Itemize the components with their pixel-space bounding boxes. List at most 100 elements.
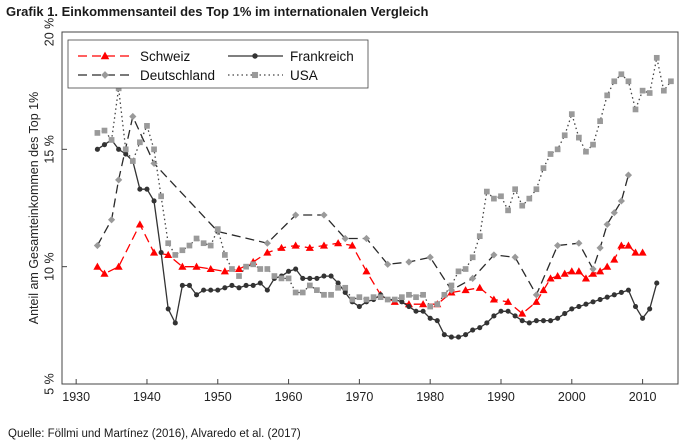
point-usa-1963: [306, 282, 313, 289]
point-frankreich-1946: [186, 282, 192, 288]
point-frankreich-1985: [463, 332, 469, 338]
point-schweiz-2010: [638, 248, 647, 256]
point-usa-1962: [299, 289, 306, 296]
point-frankreich-1996: [540, 318, 547, 324]
point-schweiz-2003: [588, 269, 598, 277]
point-frankreich-1991: [505, 308, 511, 314]
point-usa-2013: [660, 87, 667, 94]
point-frankreich-1977: [406, 304, 412, 310]
point-deutschland-1968: [341, 234, 349, 243]
point-usa-1996: [540, 165, 547, 171]
point-frankreich-2009: [632, 304, 639, 310]
point-frankreich-1990: [498, 308, 504, 314]
point-usa-1972: [370, 294, 377, 301]
point-usa-1934: [101, 127, 108, 134]
point-usa-2000: [568, 111, 575, 117]
legend-marker-deutschland: [101, 71, 109, 79]
point-frankreich-1933: [94, 146, 100, 152]
point-usa-1939: [137, 139, 143, 146]
point-schweiz-1949: [206, 264, 215, 273]
point-frankreich-1976: [399, 299, 405, 305]
point-usa-1935: [108, 137, 115, 143]
point-frankreich-1983: [448, 334, 454, 340]
point-deutschland-1935: [107, 216, 116, 224]
point-frankreich-1968: [342, 289, 348, 296]
point-frankreich-1937: [123, 151, 129, 157]
point-deutschland-2003: [589, 265, 597, 273]
chart-title: Grafik 1. Einkommensanteil des Top 1% im…: [6, 4, 429, 19]
point-usa-1987: [476, 233, 483, 240]
point-usa-1997: [547, 151, 554, 157]
point-frankreich-1993: [519, 318, 525, 324]
point-frankreich-1945: [179, 282, 185, 288]
point-schweiz-1971: [362, 267, 371, 275]
x-tick-label-1930: 1930: [62, 390, 90, 404]
series-line-schweiz: [96, 222, 643, 315]
source-note: Quelle: Föllmi und Martínez (2016), Alva…: [8, 428, 301, 440]
point-schweiz-1963: [305, 243, 314, 251]
point-frankreich-2010: [640, 315, 646, 321]
point-usa-1993: [519, 202, 526, 209]
point-usa-1986: [469, 254, 476, 261]
point-usa-1967: [335, 284, 341, 291]
point-schweiz-2004: [596, 267, 605, 275]
point-frankreich-2001: [576, 304, 582, 310]
point-frankreich-1982: [441, 332, 447, 338]
point-usa-1984: [455, 268, 462, 275]
point-schweiz-1936: [114, 262, 123, 270]
point-usa-1969: [349, 296, 356, 303]
point-usa-1944: [172, 252, 179, 258]
point-usa-1964: [314, 287, 320, 293]
x-tick-label-1940: 1940: [133, 390, 161, 404]
point-usa-1957: [264, 266, 271, 272]
point-frankreich-1979: [420, 308, 426, 314]
point-usa-1949: [207, 242, 214, 249]
point-usa-1945: [179, 247, 186, 254]
point-usa-1953: [236, 273, 242, 279]
point-frankreich-1988: [484, 320, 490, 326]
point-usa-1976: [399, 294, 405, 301]
plot-frame: [61, 31, 679, 385]
point-frankreich-1995: [533, 318, 539, 324]
legend-marker-frankreich: [252, 53, 258, 59]
point-usa-2003: [590, 141, 596, 148]
point-frankreich-1989: [491, 313, 497, 319]
point-schweiz-2006: [610, 255, 619, 263]
point-deutschland-1936: [115, 176, 123, 184]
point-usa-1948: [200, 240, 207, 247]
y-axis-label: Anteil am Gesamteinkommen des Top 1%: [27, 92, 41, 325]
point-usa-1971: [363, 296, 370, 303]
point-usa-1999: [561, 132, 568, 139]
point-frankreich-1943: [165, 306, 171, 312]
x-tick-label-1990: 1990: [487, 390, 515, 404]
point-usa-1977: [406, 291, 412, 298]
point-frankreich-1939: [137, 186, 143, 192]
point-deutschland-1995: [532, 291, 540, 299]
point-frankreich-2000: [569, 306, 575, 312]
point-frankreich-2005: [604, 294, 610, 300]
point-schweiz-1943: [164, 250, 173, 258]
point-frankreich-1948: [201, 287, 207, 293]
point-schweiz-2000: [567, 267, 576, 275]
point-frankreich-1940: [144, 186, 150, 192]
point-frankreich-2007: [618, 289, 624, 296]
point-schweiz-1967: [334, 239, 343, 247]
point-frankreich-2011: [647, 306, 653, 312]
point-usa-1952: [229, 266, 235, 272]
y-tick-label-10: 10 %: [42, 252, 56, 281]
legend-marker-schweiz: [100, 51, 110, 60]
point-usa-1989: [491, 195, 497, 202]
point-schweiz-2007: [617, 241, 626, 249]
point-schweiz-1993: [518, 309, 527, 317]
point-deutschland-2008: [624, 171, 633, 179]
point-frankreich-2012: [654, 280, 660, 286]
point-frankreich-1956: [257, 280, 263, 286]
point-deutschland-1977: [405, 258, 413, 266]
point-deutschland-1992: [511, 253, 519, 261]
point-frankreich-1944: [172, 320, 178, 326]
point-frankreich-1953: [236, 285, 242, 291]
point-schweiz-1987: [475, 283, 484, 291]
point-usa-2005: [604, 92, 611, 99]
point-frankreich-2006: [611, 292, 617, 298]
point-usa-1954: [243, 263, 249, 270]
